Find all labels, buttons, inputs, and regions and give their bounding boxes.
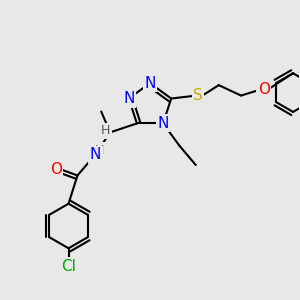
- Text: S: S: [193, 88, 203, 103]
- Text: N: N: [90, 147, 101, 162]
- Text: N: N: [158, 116, 169, 131]
- Text: O: O: [258, 82, 270, 97]
- Text: O: O: [50, 162, 62, 177]
- Text: H: H: [95, 144, 104, 157]
- Text: H: H: [101, 124, 110, 137]
- Text: N: N: [144, 76, 156, 91]
- Text: N: N: [123, 91, 134, 106]
- Text: Cl: Cl: [61, 259, 76, 274]
